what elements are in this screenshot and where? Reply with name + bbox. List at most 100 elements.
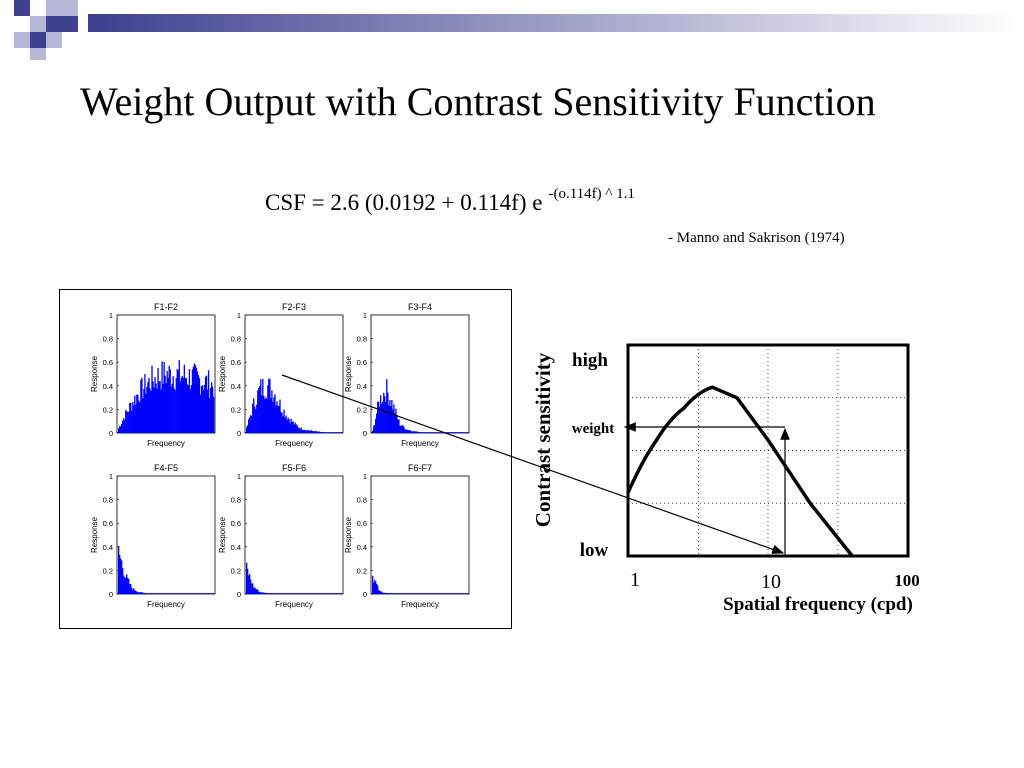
histogram-bar [297,427,299,433]
y-tick-label: 0.6 [357,519,367,528]
y-tick-label: 0 [237,429,241,438]
histogram-bar [410,430,412,433]
histogram-bar [136,591,138,594]
deco-square [30,48,46,60]
y-tick-label: 0.2 [357,405,367,414]
y-tick-label: 0 [109,429,113,438]
y-tick-label: 0.6 [231,519,241,528]
histogram-bar [149,388,151,433]
histogram-bar [127,578,129,594]
histogram-bar [373,582,375,594]
histogram-bar [163,362,165,433]
histogram-bar [394,413,396,433]
histogram-bar [165,383,167,433]
y-axis-label: Response [90,516,99,553]
x-tick-label: 1 [630,569,640,591]
histogram-bar [255,588,257,594]
formula-main: CSF = 2.6 (0.0192 + 0.114f) e [265,190,543,215]
y-tick-label: 1 [109,472,113,481]
histogram-bar [132,401,134,433]
histogram-bar [197,375,200,433]
histogram-bar [384,396,386,433]
histogram-bar [304,429,306,433]
histogram-bar [275,405,277,433]
histogram-bar [382,401,384,433]
histogram-bar [374,579,376,594]
histogram-bar [299,429,301,433]
histogram-bar [147,382,149,433]
histogram-bar [169,369,171,433]
histogram-bar [295,424,297,433]
histogram-bar [136,394,138,433]
histogram-bar [120,426,122,433]
histogram-bar [173,388,175,433]
x-axis-label: Frequency [275,439,313,448]
histogram-bar [247,568,249,594]
histogram-bar [248,575,250,594]
histogram-bar [209,388,212,433]
histogram-bar [290,418,292,433]
histogram-bar [166,370,168,433]
y-axis-label: Response [344,355,353,392]
y-tick-label: 0.4 [103,543,113,552]
histogram-bar [253,587,255,594]
deco-square [62,0,78,16]
histogram-bar [199,394,202,433]
histogram-bar [124,420,126,433]
histogram-bar [310,430,312,433]
histogram-bar [396,415,398,433]
histogram-bar [207,370,210,433]
histogram-bar [288,419,290,433]
histogram-bar [171,383,173,433]
histogram-bar [183,364,185,433]
histogram-chart: F5-F6 Frequency Response 0 0.2 0.4 0.6 0.8 1 [218,463,344,609]
histogram-bar [172,376,174,433]
x-axis-label: Frequency [275,600,313,609]
label-low: low [580,540,609,561]
histogram-bar [296,425,298,433]
histogram-bar [284,417,286,433]
histogram-bar [122,567,124,594]
histogram-bar [251,583,253,594]
histogram-bar [378,590,380,594]
histogram-bar [263,395,265,433]
histogram-bar [134,395,136,433]
histogram-bar [308,430,310,433]
histogram-bar [259,591,261,594]
histogram-bar [131,410,133,433]
y-axis-label: Response [90,355,99,392]
histogram-bar [119,426,121,433]
chart-title: F1-F2 [154,302,178,312]
histogram-bar [123,575,125,594]
histogram-bar [125,577,127,594]
y-tick-label: 0.6 [357,358,367,367]
histogram-bar [257,589,259,594]
histogram-bar [118,545,120,594]
histogram-bar [272,401,274,433]
histogram-bar [174,390,176,433]
histogram-bar [137,592,139,594]
histogram-bar [266,398,268,433]
deco-square [30,32,46,48]
histogram-bar [119,554,121,594]
x-axis-label: Frequency [147,439,185,448]
histogram-bar [375,581,377,594]
histogram-bar [152,381,154,433]
histogram-bar [194,365,197,433]
histogram-bar [212,396,215,433]
histogram-bar [125,410,127,433]
plot-box [116,475,216,595]
histogram-bar [160,389,162,433]
histogram-bar [122,420,124,433]
histogram-bar [301,429,303,433]
histogram-bar [192,366,195,433]
histogram-bar [148,377,150,433]
histogram-bar [188,369,191,433]
histogram-bar [274,394,276,433]
histogram-bar [381,403,383,433]
histogram-bar [252,403,254,433]
histogram-bar [196,371,199,433]
histogram-bar [260,379,262,433]
histogram-bar [262,379,264,433]
